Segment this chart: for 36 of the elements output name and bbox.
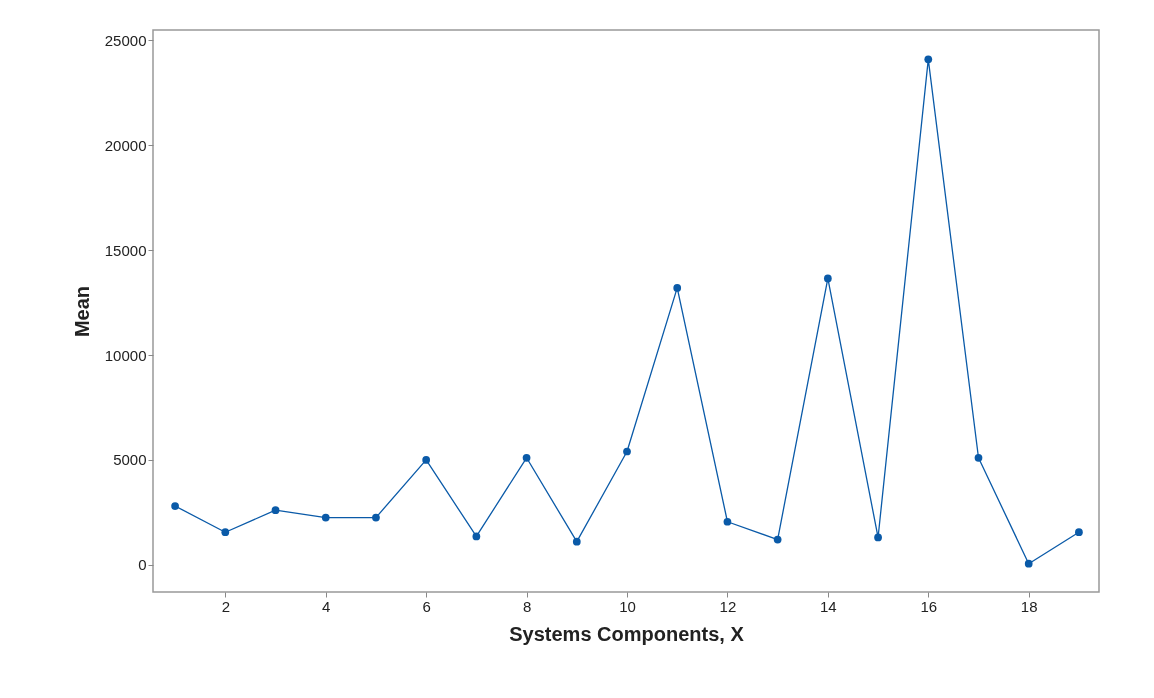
- point: [1075, 528, 1083, 537]
- x-tick-label: 16: [920, 597, 938, 615]
- x-tick-label: 8: [522, 597, 532, 615]
- x-tick-label: 2: [221, 597, 230, 615]
- point: [572, 537, 581, 546]
- x-axis-title: Systems Components, X: [509, 622, 745, 645]
- point: [924, 55, 933, 64]
- y-tick-label: 0: [138, 556, 147, 574]
- x-tick-label: 18: [1020, 597, 1038, 615]
- point: [773, 535, 782, 544]
- x-tick-label: 14: [820, 597, 837, 615]
- x-tick-label: 6: [422, 597, 431, 615]
- point: [874, 533, 882, 542]
- point: [623, 447, 631, 456]
- point: [422, 456, 431, 464]
- x-tick-label: 4: [322, 597, 331, 615]
- point: [221, 528, 230, 537]
- point: [823, 274, 832, 283]
- y-tick-label: 25000: [104, 31, 147, 49]
- point: [372, 513, 380, 522]
- y-tick-label: 10000: [104, 346, 147, 364]
- point: [171, 502, 179, 510]
- y-tick-label: 15000: [104, 241, 147, 259]
- x-tick-label: 12: [719, 597, 737, 615]
- point: [271, 506, 280, 515]
- point: [472, 532, 481, 541]
- point: [321, 513, 330, 522]
- point: [1024, 559, 1033, 568]
- y-axis-title: Mean: [70, 285, 93, 338]
- point: [673, 284, 682, 292]
- y-tick-label: 20000: [104, 136, 147, 154]
- x-tick-label: 10: [619, 597, 636, 615]
- point: [522, 453, 531, 462]
- y-tick-label: 5000: [113, 451, 147, 469]
- point: [723, 517, 732, 526]
- point: [974, 453, 983, 462]
